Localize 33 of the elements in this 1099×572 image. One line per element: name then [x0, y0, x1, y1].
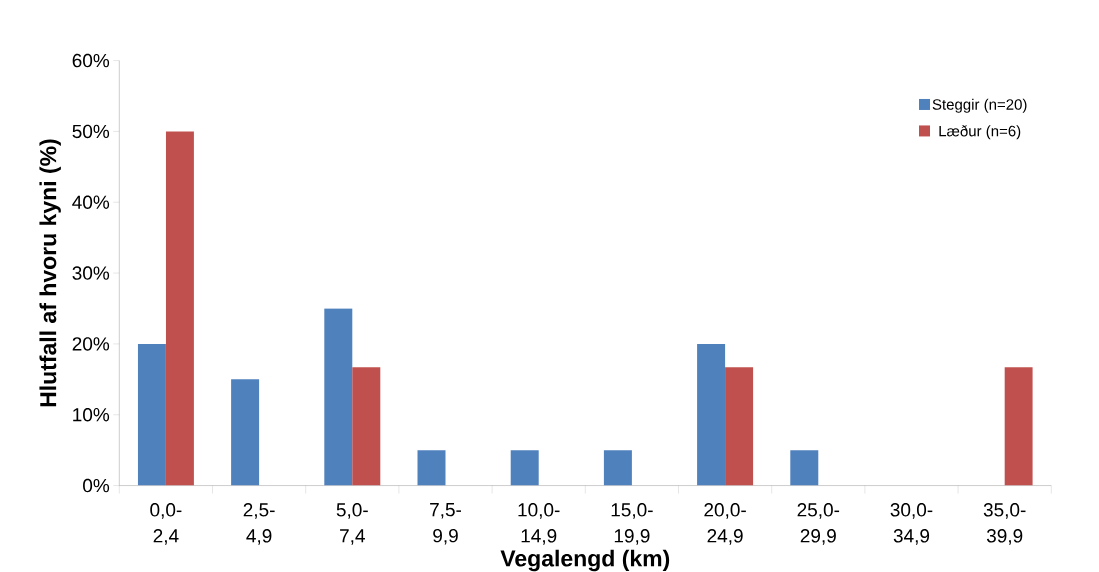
y-tick-label: 40%	[72, 195, 110, 209]
y-tick-label: 60%	[72, 53, 110, 68]
y-tick-label: 0%	[83, 478, 110, 493]
x-tick-label: 20,0-24,9	[704, 503, 746, 545]
bar	[697, 343, 726, 486]
y-axis-title: Hlutfall af hvoru kyni (%)	[39, 139, 61, 407]
y-tick-label: 20%	[72, 337, 110, 351]
x-tick-label: 30,0-34,9	[890, 503, 933, 545]
bar	[1004, 367, 1033, 486]
bar	[417, 450, 446, 486]
x-tick-label: 25,0-29,9	[797, 503, 840, 545]
bar	[603, 450, 632, 486]
x-tick-label: 0,0-2,4	[150, 503, 182, 545]
y-tick-label: 10%	[73, 408, 110, 422]
bar	[790, 450, 819, 486]
bar	[352, 367, 381, 486]
x-axis-title: Vegalengd (km)	[500, 549, 670, 572]
bar	[137, 343, 166, 486]
y-tick-label: 30%	[72, 266, 110, 280]
legend-label: Steggir (n=20)	[932, 98, 1027, 113]
bar	[231, 379, 260, 486]
bar	[324, 308, 353, 486]
y-tick-label: 50%	[72, 124, 110, 139]
legend-label: Læður (n=6)	[939, 125, 1021, 140]
x-tick-label: 35,0-39,9	[983, 503, 1026, 545]
x-tick-label: 2,5-4,9	[243, 503, 275, 545]
bar	[510, 450, 539, 486]
x-tick-label: 7,5-9,9	[430, 503, 462, 545]
x-tick-label: 15,0-19,9	[611, 503, 653, 545]
x-tick-label: 5,0-7,4	[336, 503, 368, 545]
bar	[725, 367, 754, 486]
bar	[165, 131, 194, 486]
x-tick-label: 10,0-14,9	[518, 503, 560, 545]
